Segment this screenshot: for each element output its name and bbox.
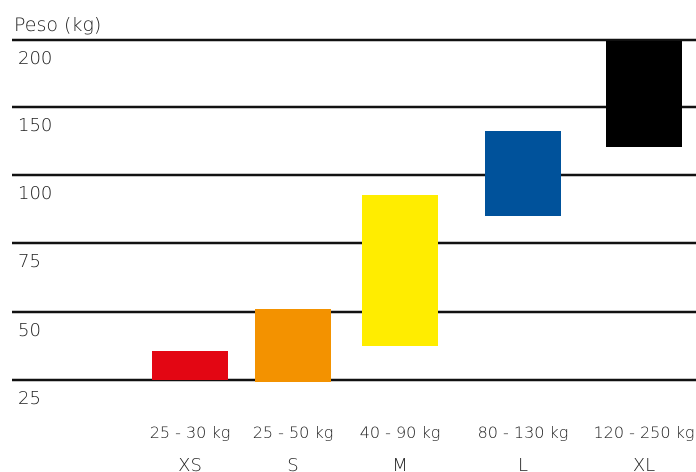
y-tick-label: 100 [18, 183, 52, 204]
range-label-l: 80 - 130 kg [478, 423, 569, 442]
size-label-s: S [287, 455, 298, 472]
y-tick-label: 75 [18, 251, 41, 272]
size-label-m: M [392, 455, 408, 472]
bar-l [485, 131, 561, 216]
y-tick-label: 25 [18, 388, 41, 409]
y-tick-label: 50 [18, 320, 41, 341]
gridlines [12, 38, 696, 382]
range-label-m: 40 - 90 kg [360, 423, 441, 442]
range-label-xs: 25 - 30 kg [150, 423, 231, 442]
range-label-s: 25 - 50 kg [253, 423, 334, 442]
y-tick-label: 200 [18, 48, 52, 69]
category-labels: 25 - 30 kg XS 25 - 50 kg S 40 - 90 kg M 80 - 1… [150, 423, 695, 472]
size-label-xl: XL [633, 455, 655, 472]
bars [152, 41, 682, 382]
size-label-l: L [518, 455, 528, 472]
range-label-xl: 120 - 250 kg [594, 423, 695, 442]
bar-m [362, 195, 438, 346]
y-tick-labels: 200 150 100 75 50 25 [18, 48, 52, 409]
bar-s [255, 309, 331, 382]
size-label-xs: XS [178, 455, 202, 472]
bar-xs [152, 351, 228, 380]
y-axis-label: Peso (kg) [14, 14, 101, 36]
bar-xl [606, 41, 682, 147]
y-tick-label: 150 [18, 115, 52, 136]
